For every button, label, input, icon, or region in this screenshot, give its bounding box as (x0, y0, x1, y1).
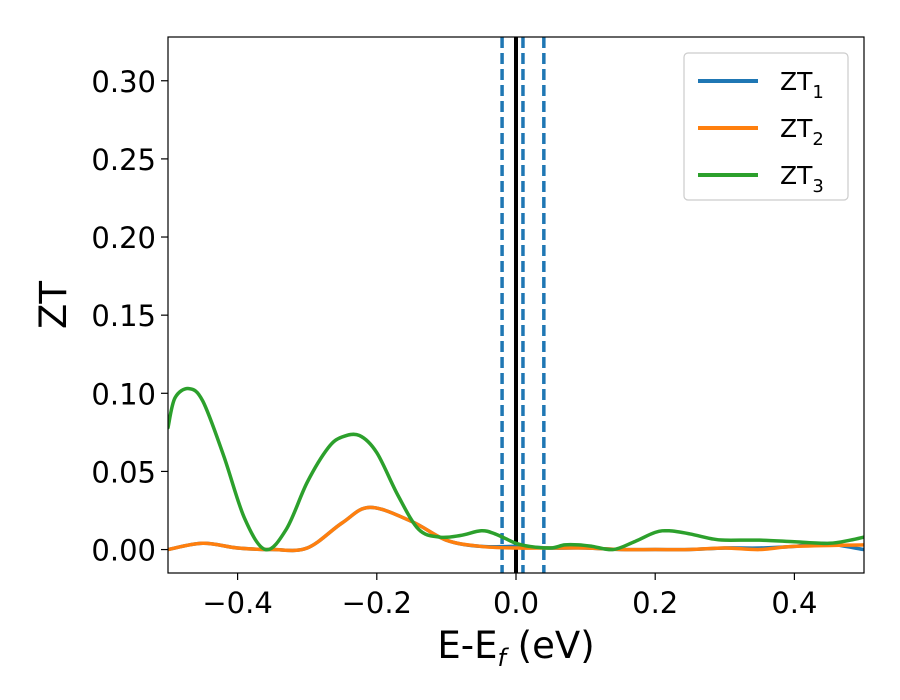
y-tick-label: 0.20 (91, 221, 156, 255)
y-tick-label: 0.10 (91, 377, 156, 411)
series-line-zt3 (168, 386, 864, 552)
x-tick-label: 0.2 (632, 586, 678, 620)
reference-lines (500, 37, 546, 573)
x-tick-label: 0.4 (771, 586, 817, 620)
y-tick-label: 0.05 (91, 455, 156, 489)
legend-label-zt1: ZT1 (780, 67, 824, 103)
legend: ZT1 ZT2 ZT3 (683, 52, 849, 201)
x-tick-label: −0.4 (202, 586, 272, 620)
y-axis-label: ZT (32, 281, 75, 329)
y-tick-label: 0.00 (91, 534, 156, 568)
series-line-zt2 (168, 505, 864, 553)
x-axis: −0.4 −0.2 0.0 0.2 0.4 (202, 573, 817, 620)
y-axis: 0.00 0.05 0.10 0.15 0.20 0.25 0.30 (91, 65, 168, 568)
legend-label-zt2: ZT2 (780, 114, 824, 150)
x-tick-label: −0.2 (342, 586, 412, 620)
y-tick-label: 0.25 (91, 143, 156, 177)
y-tick-label: 0.30 (91, 65, 156, 99)
series-layer (168, 386, 864, 553)
x-axis-label-unit: (eV) (506, 624, 595, 667)
legend-label-zt3: ZT3 (780, 161, 824, 197)
legend-box (683, 52, 849, 201)
x-axis-label: E-Ef (eV) (437, 624, 594, 672)
y-tick-label: 0.15 (91, 299, 156, 333)
x-tick-label: 0.0 (493, 586, 539, 620)
